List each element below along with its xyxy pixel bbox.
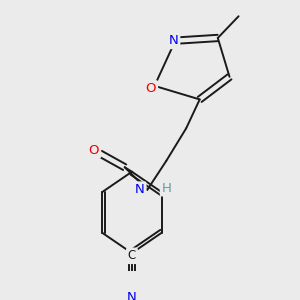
Text: N: N [127,291,137,300]
Text: C: C [128,249,136,262]
Text: H: H [162,182,172,194]
Text: O: O [89,143,99,157]
Text: O: O [146,82,156,95]
Text: N: N [135,183,145,196]
Text: N: N [169,34,178,47]
